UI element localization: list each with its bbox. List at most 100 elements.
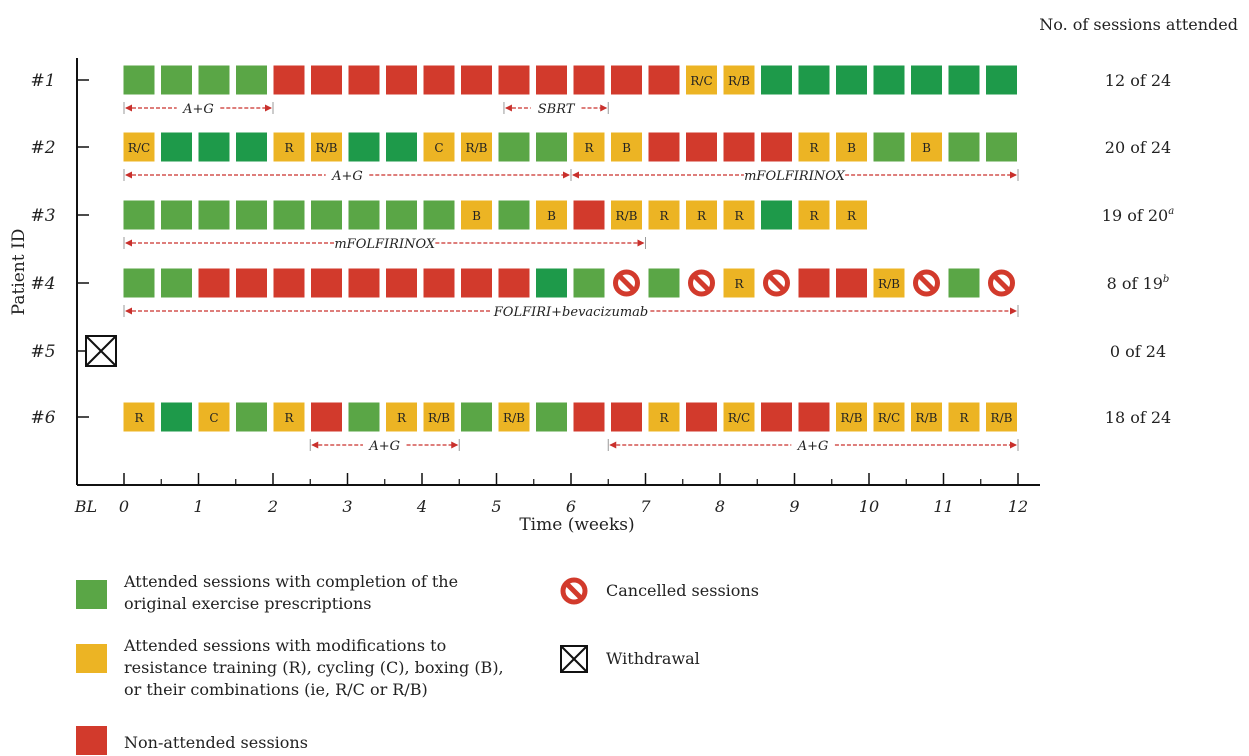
- session-modified: [911, 402, 942, 432]
- session-non-attended: [386, 268, 417, 298]
- withdrawal-icon: [85, 335, 117, 367]
- session-attended: [123, 200, 155, 230]
- regimen-arrowhead: [451, 441, 459, 449]
- regimen-arrowhead: [600, 104, 608, 112]
- session-modification-label: R/B: [428, 411, 450, 425]
- session-modified: [123, 132, 155, 162]
- x-tick-label: 7: [640, 497, 651, 516]
- session-modification-label: R: [659, 411, 669, 425]
- cancelled-ring: [763, 269, 790, 297]
- cancelled-icon: [763, 269, 790, 297]
- session-modified: [873, 268, 905, 298]
- cancelled-ring: [613, 269, 640, 297]
- session-modified: [273, 132, 305, 162]
- session-attended: [161, 268, 192, 298]
- session-modified: [273, 402, 305, 432]
- regimen-arrowhead: [125, 239, 132, 247]
- session-non-attended: [798, 402, 830, 432]
- session-non-attended: [348, 268, 380, 298]
- regimen-label: A+G: [368, 439, 400, 454]
- session-modification-label: R: [284, 411, 294, 425]
- session-non-attended: [686, 402, 717, 432]
- session-modification-label: R: [397, 411, 407, 425]
- cancelled-slash: [917, 273, 936, 293]
- session-non-attended: [573, 200, 605, 230]
- session-attended: [236, 200, 267, 230]
- session-modified: [386, 402, 417, 432]
- session-modification-label: R/C: [128, 141, 150, 155]
- cancelled-icon: [688, 269, 715, 297]
- session-modified: [611, 200, 642, 230]
- session-attended: [873, 132, 905, 162]
- session-attended: [761, 65, 792, 95]
- patient-id-label: #1: [30, 71, 55, 91]
- session-modification-label: R/B: [728, 74, 750, 88]
- session-attended: [836, 65, 867, 95]
- session-modification-label: R: [847, 209, 857, 223]
- patient-row: #4 8 of 19b R R/B FOLFIRI+bevacizumab: [30, 268, 1170, 320]
- regimen-annotation: A+G: [123, 102, 274, 117]
- cancelled-ring: [913, 269, 940, 297]
- session-modification-label: B: [622, 141, 631, 155]
- regimen-label: FOLFIRI+bevacizumab: [493, 305, 648, 320]
- session-modification-label: B: [547, 209, 556, 223]
- regimen-arrowhead: [1010, 307, 1017, 315]
- regimen-arrowhead: [1010, 441, 1017, 449]
- session-modification-label: R: [734, 209, 744, 223]
- session-attended: [198, 132, 230, 162]
- session-modification-label: R: [734, 277, 744, 291]
- session-attended: [536, 268, 567, 298]
- session-modified: [723, 200, 755, 230]
- session-modified: [836, 132, 867, 162]
- session-non-attended: [273, 65, 305, 95]
- x-tick-label: 8: [715, 497, 725, 516]
- regimen-label: SBRT: [538, 102, 576, 117]
- patient-row: #2 20 of 24 R/C R R/B C R/B R B R B B A+G mFOLFIRINOX: [30, 132, 1171, 184]
- x-tick-label: 10: [859, 497, 879, 516]
- session-attended: [236, 402, 267, 432]
- session-modified: [123, 402, 155, 432]
- x-tick-label: 1: [193, 497, 203, 516]
- regimen-arrowhead: [125, 171, 132, 179]
- legend-label-cancelled: Cancelled sessions: [606, 581, 759, 600]
- session-attended: [123, 65, 155, 95]
- session-non-attended: [498, 268, 530, 298]
- cancelled-icon: [560, 577, 588, 605]
- sessions-attended-value: 8 of 19b: [1107, 274, 1170, 293]
- session-modification-label: R/B: [878, 277, 900, 291]
- session-modified: [536, 200, 567, 230]
- session-attended: [461, 402, 492, 432]
- session-non-attended: [836, 268, 867, 298]
- session-attended: [536, 132, 567, 162]
- legend-swatch-attended: [76, 580, 107, 609]
- session-attended: [573, 268, 605, 298]
- session-modified: [986, 402, 1017, 432]
- regimen-annotation: mFOLFIRINOX: [123, 237, 646, 252]
- session-timeline-chart: No. of sessions attended Patient ID Time…: [9, 15, 1238, 535]
- session-modified: [423, 402, 455, 432]
- session-attended: [348, 200, 380, 230]
- x-tick-label: 4: [416, 497, 427, 516]
- sessions-attended-value: 12 of 24: [1105, 71, 1171, 90]
- withdrawal-icon: [560, 645, 588, 673]
- session-attended: [873, 65, 905, 95]
- session-modified: [461, 132, 492, 162]
- legend-swatch-non-attended: [76, 726, 107, 755]
- session-attended: [348, 132, 380, 162]
- patient-row: #5 0 of 24: [30, 335, 1166, 367]
- regimen-arrowhead: [609, 441, 617, 449]
- legend-label-modified: Attended sessions with modifications to …: [124, 636, 504, 699]
- session-non-attended: [798, 268, 830, 298]
- session-attended: [161, 65, 192, 95]
- session-attended: [161, 200, 192, 230]
- regimen-annotation: A+G: [123, 169, 572, 184]
- session-modification-label: R: [809, 141, 819, 155]
- x-tick-label: 0: [119, 497, 129, 516]
- session-modification-label: R/B: [466, 141, 488, 155]
- session-attended: [161, 132, 192, 162]
- regimen-label: mFOLFIRINOX: [744, 169, 846, 184]
- sessions-attended-value: 18 of 24: [1105, 408, 1171, 427]
- session-modified: [723, 402, 755, 432]
- regimen-annotation: SBRT: [503, 102, 609, 117]
- session-non-attended: [611, 65, 642, 95]
